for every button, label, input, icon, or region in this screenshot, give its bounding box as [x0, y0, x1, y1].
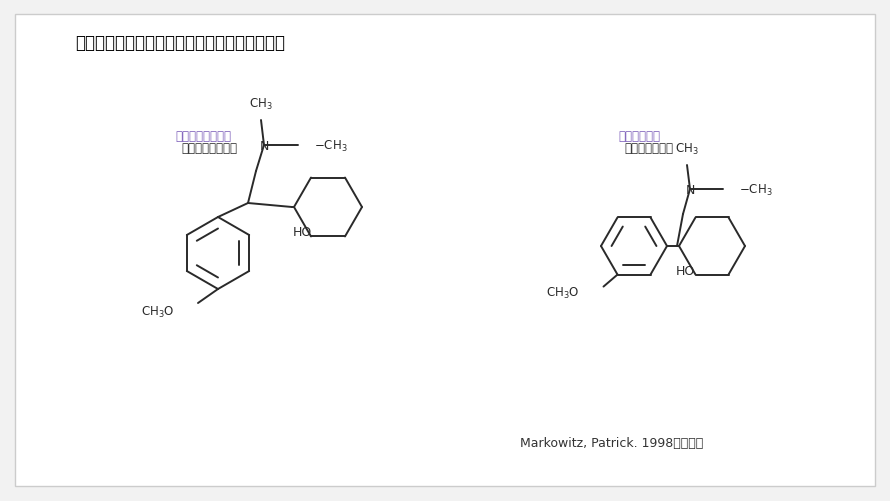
Text: CH$_3$: CH$_3$ — [249, 97, 273, 112]
Text: トラマドール: トラマドール — [618, 130, 660, 143]
Text: （イフェクサー）: （イフェクサー） — [181, 142, 237, 155]
Text: CH$_3$O: CH$_3$O — [141, 304, 174, 319]
Text: （トラマール）: （トラマール） — [624, 142, 673, 155]
Text: N: N — [685, 183, 695, 196]
Text: ベンラファキシン: ベンラファキシン — [175, 130, 231, 143]
Text: HO: HO — [293, 225, 312, 238]
Text: Markowitz, Patrick. 1998より引用: Markowitz, Patrick. 1998より引用 — [520, 436, 703, 449]
Text: −CH$_3$: −CH$_3$ — [739, 182, 773, 197]
Text: CH$_3$O: CH$_3$O — [546, 286, 579, 301]
Text: N: N — [259, 139, 269, 152]
Text: ベンラファキシンとトラマドールの化学構造式: ベンラファキシンとトラマドールの化学構造式 — [75, 34, 285, 52]
Text: CH$_3$: CH$_3$ — [676, 142, 699, 157]
Text: HO: HO — [676, 265, 695, 278]
Text: −CH$_3$: −CH$_3$ — [314, 138, 347, 153]
